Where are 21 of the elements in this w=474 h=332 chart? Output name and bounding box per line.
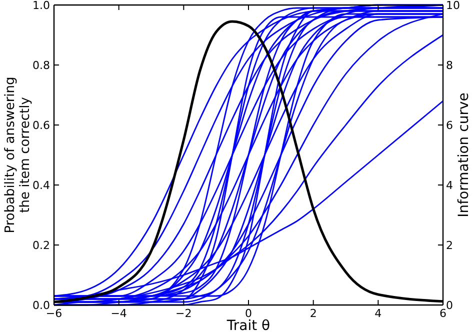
- y2-tick-label: 6: [446, 119, 453, 132]
- y2-tick-label: 4: [446, 179, 453, 192]
- y-tick-label: 0.4: [32, 179, 50, 192]
- y2-tick-label: 2: [446, 239, 453, 252]
- y2-tick-label: 0: [446, 299, 453, 312]
- x-tick-label: 6: [440, 307, 446, 320]
- x-tick-label: 4: [374, 307, 382, 320]
- x-tick-label: 2: [310, 307, 317, 320]
- x-tick-label: 0: [245, 307, 252, 320]
- y2-tick-label: 8: [446, 59, 453, 72]
- y-tick-label: 1.0: [32, 0, 50, 12]
- y-tick-label: 0.6: [32, 119, 50, 132]
- y-tick-label: 0.8: [32, 59, 50, 72]
- y2-tick-label: 10: [446, 0, 460, 12]
- y-tick-label: 0.0: [32, 299, 50, 312]
- y-axis-title: Probability of answering the item correctly: [3, 76, 33, 234]
- x-tick-label: −4: [110, 307, 127, 320]
- y-tick-label: 0.2: [32, 239, 50, 252]
- x-tick-label: −2: [176, 307, 192, 320]
- x-axis-title: Trait θ: [226, 318, 270, 332]
- y2-axis-title: Information curve: [456, 92, 472, 218]
